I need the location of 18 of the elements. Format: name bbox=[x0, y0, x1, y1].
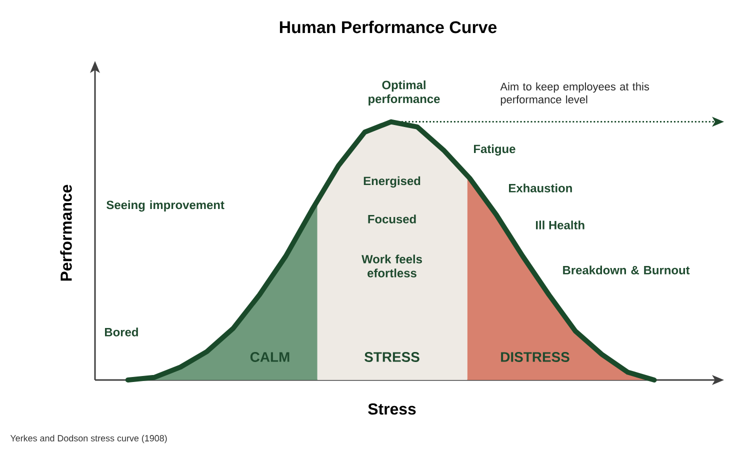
annotation: Focused bbox=[368, 214, 416, 224]
annotation: Breakdown & Burnout bbox=[563, 266, 690, 274]
annotation: Exhaustion bbox=[509, 184, 572, 192]
annotation: Seeing improvement bbox=[106, 200, 224, 212]
text: Optimal performance bbox=[368, 80, 440, 106]
x-axis-title: Stress bbox=[368, 403, 416, 415]
annotation: Ill Health bbox=[536, 220, 584, 230]
annotation: STRESS bbox=[364, 352, 420, 362]
annotation: Work feels efortless bbox=[362, 254, 422, 278]
annotation: Fatigue bbox=[474, 144, 516, 156]
annotation: CALM bbox=[250, 352, 290, 362]
chart-title: Human Performance Curve bbox=[280, 20, 497, 34]
text: Yerkes and Dodson stress curve (1908) bbox=[10, 434, 167, 444]
annotation: DISTRESS bbox=[501, 352, 570, 362]
annotation: Bored bbox=[105, 328, 138, 336]
annotation: Energised bbox=[364, 176, 420, 188]
ref-line-label: Aim to keep employees at this performance level bbox=[500, 82, 650, 106]
y-axis-title: Performance bbox=[60, 184, 72, 281]
